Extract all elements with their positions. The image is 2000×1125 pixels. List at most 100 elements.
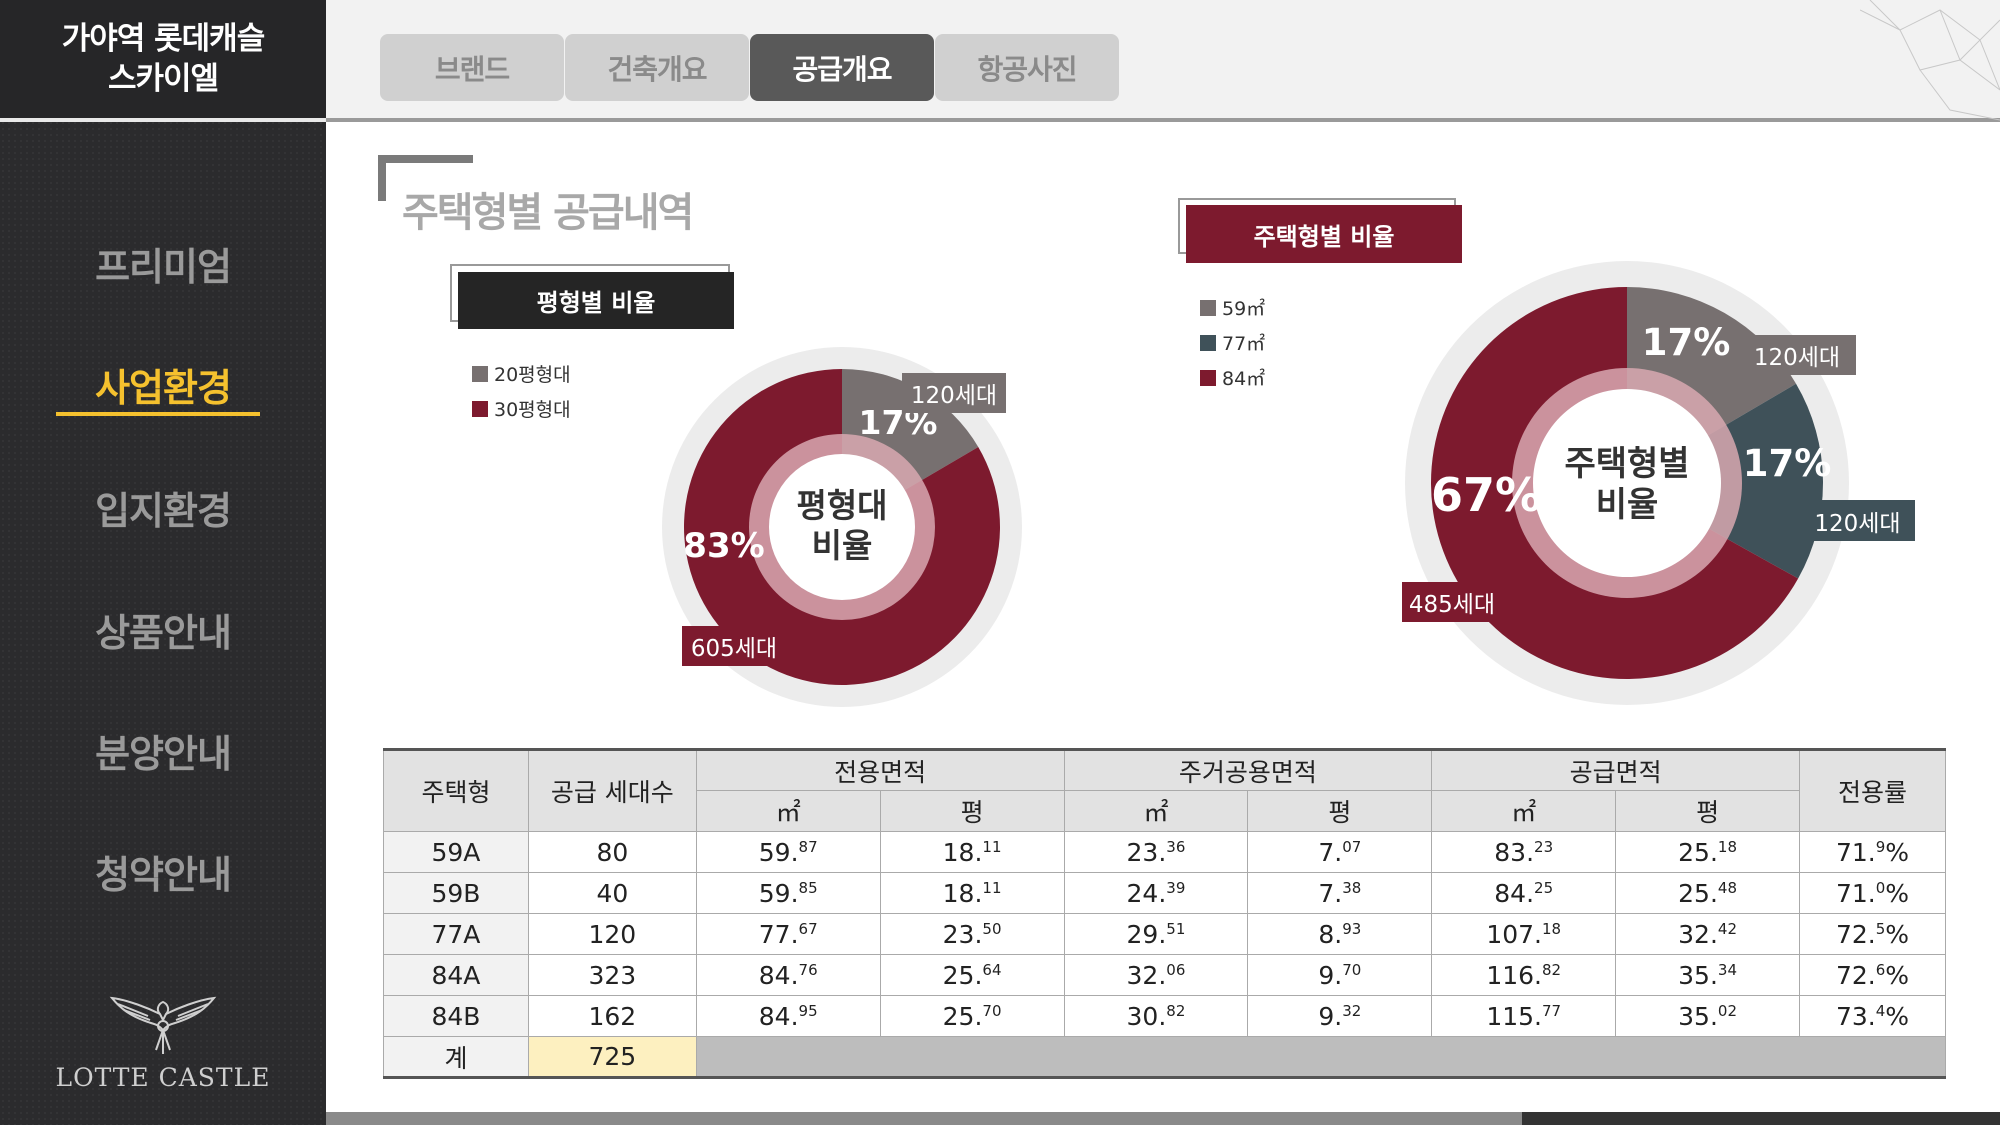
- tab-aerial-photos[interactable]: 항공사진: [935, 34, 1119, 101]
- cell-percent: %: [1885, 1001, 1910, 1031]
- cell-value: 83.: [1494, 837, 1535, 867]
- header-units: 공급 세대수: [527, 749, 697, 832]
- slice-count-label: 605세대: [682, 626, 786, 666]
- cell-value: 25.: [942, 960, 983, 990]
- cell-decimal: 6: [1875, 960, 1886, 979]
- cell-decimal: 50: [982, 919, 1002, 938]
- cell-value: 9.: [1318, 1001, 1343, 1031]
- cell-decimal: 64: [982, 960, 1002, 979]
- cell-value: 115.: [1486, 1001, 1542, 1031]
- cell-ratio: 72.5%: [1799, 913, 1946, 955]
- cell-decimal: 07: [1342, 837, 1362, 856]
- cell-value: 8.: [1318, 919, 1343, 949]
- cell-type: 77A: [383, 913, 529, 955]
- table-cell: 32.06: [1063, 954, 1249, 996]
- sidebar-item-sales-info[interactable]: 분양안내: [95, 732, 232, 776]
- sidebar-item-premium[interactable]: 프리미엄: [95, 245, 232, 289]
- table-cell: 25.70: [879, 995, 1065, 1037]
- legend-label: 30평형대: [494, 399, 571, 421]
- cell-value: 72.: [1835, 919, 1876, 949]
- cell-units: 162: [527, 995, 697, 1037]
- cell-ratio: 73.4%: [1799, 995, 1946, 1037]
- table-row: 59B 40 59.85 18.11 24.39 7.38 84.25 25.48 71.0%: [383, 872, 1946, 914]
- legend-label: 59㎡: [1222, 298, 1266, 320]
- cell-value: 35.: [1678, 1001, 1718, 1031]
- table-cell: 84.76: [695, 954, 881, 996]
- header-ratio: 전용률: [1799, 749, 1946, 832]
- table-cell: 25.48: [1615, 872, 1801, 914]
- cell-decimal: 48: [1717, 878, 1738, 897]
- table-cell: 25.18: [1615, 831, 1801, 873]
- cell-value: 84.: [1494, 878, 1535, 908]
- cell-value: 107.: [1486, 919, 1542, 949]
- cell-value: 25.: [942, 1001, 983, 1031]
- sidebar-item-business-environment[interactable]: 사업환경: [95, 366, 232, 410]
- cell-value: 116.: [1486, 960, 1542, 990]
- legend-swatch: [1200, 299, 1216, 316]
- cell-percent: %: [1885, 837, 1910, 867]
- cell-decimal: 93: [1342, 919, 1362, 938]
- cell-ratio: 71.0%: [1799, 872, 1946, 914]
- table-cell: 35.34: [1615, 954, 1801, 996]
- cell-decimal: 82: [1542, 960, 1562, 979]
- cell-decimal: 70: [1342, 960, 1362, 979]
- cell-decimal: 51: [1166, 919, 1186, 938]
- slice-percent-label: 83%: [683, 526, 764, 566]
- cell-value: 25.: [1678, 878, 1718, 908]
- cell-decimal: 95: [798, 1001, 818, 1020]
- cell-decimal: 38: [1342, 878, 1362, 897]
- cell-units: 323: [527, 954, 697, 996]
- table-row: 84A 323 84.76 25.64 32.06 9.70 116.82 35.34 72.6…: [383, 954, 1946, 996]
- sidebar-item-products[interactable]: 상품안내: [95, 611, 232, 655]
- pyeong-donut-chart: 평형대 비율 17% 83%: [662, 347, 1022, 707]
- slice-percent-label: 17%: [1743, 442, 1832, 485]
- cell-value: 18.: [942, 837, 983, 867]
- cell-value: 59.: [758, 837, 799, 867]
- legend-swatch: [1200, 369, 1216, 386]
- cell-decimal: 18: [1542, 919, 1562, 938]
- cell-value: 24.: [1126, 878, 1167, 908]
- legend-item: 84㎡: [1200, 360, 1265, 395]
- cell-decimal: 18: [1717, 837, 1738, 856]
- table-cell: 32.42: [1615, 913, 1801, 955]
- section-title-bracket: [378, 155, 473, 201]
- legend-item: 77㎡: [1200, 325, 1265, 360]
- table-cell: 84.95: [695, 995, 881, 1037]
- cell-value: 71.: [1835, 878, 1876, 908]
- sidebar-item-subscription[interactable]: 청약안내: [95, 853, 232, 897]
- cell-percent: %: [1885, 919, 1910, 949]
- cell-decimal: 11: [982, 837, 1002, 856]
- cell-decimal: 85: [798, 878, 818, 897]
- table-cell: 18.11: [879, 831, 1065, 873]
- table-cell: 115.77: [1431, 995, 1617, 1037]
- cell-units: 120: [527, 913, 697, 955]
- eagle-logo-icon: [0, 990, 326, 1062]
- site-title[interactable]: 가야역 롯데캐슬 스카이엘: [0, 0, 326, 122]
- sidebar: 가야역 롯데캐슬 스카이엘 프리미엄 사업환경 입지환경 상품안내 분양안내 청…: [0, 0, 326, 1125]
- cell-value: 35.: [1678, 960, 1718, 990]
- table-cell: 23.36: [1063, 831, 1249, 873]
- table-cell: 116.82: [1431, 954, 1617, 996]
- cell-percent: %: [1885, 960, 1910, 990]
- header: 브랜드 건축개요 공급개요 항공사진: [326, 0, 2000, 122]
- type-center-label-line1: 주택형별: [1564, 444, 1689, 484]
- cell-value: 71.: [1835, 837, 1876, 867]
- cell-decimal: 06: [1166, 960, 1186, 979]
- pyeong-center-label-line2: 비율: [812, 526, 873, 565]
- legend-swatch: [472, 400, 488, 417]
- slice-count-label: 485세대: [1402, 582, 1502, 622]
- slice-percent-label: 17%: [1642, 321, 1731, 364]
- legend-item: 59㎡: [1200, 290, 1265, 325]
- active-nav-underline: [56, 412, 260, 416]
- cell-decimal: 32: [1342, 1001, 1362, 1020]
- cell-value: 25.: [1678, 837, 1718, 867]
- tab-brand[interactable]: 브랜드: [380, 34, 564, 101]
- cell-units: 40: [527, 872, 697, 914]
- header-exclusive-area: 전용면적: [695, 749, 1065, 791]
- cell-decimal: 25: [1534, 878, 1554, 897]
- tab-building-overview[interactable]: 건축개요: [565, 34, 749, 101]
- sidebar-item-location[interactable]: 입지환경: [95, 489, 232, 533]
- cell-type: 59B: [383, 872, 529, 914]
- tab-supply-overview[interactable]: 공급개요: [750, 34, 934, 101]
- legend-swatch: [472, 365, 488, 382]
